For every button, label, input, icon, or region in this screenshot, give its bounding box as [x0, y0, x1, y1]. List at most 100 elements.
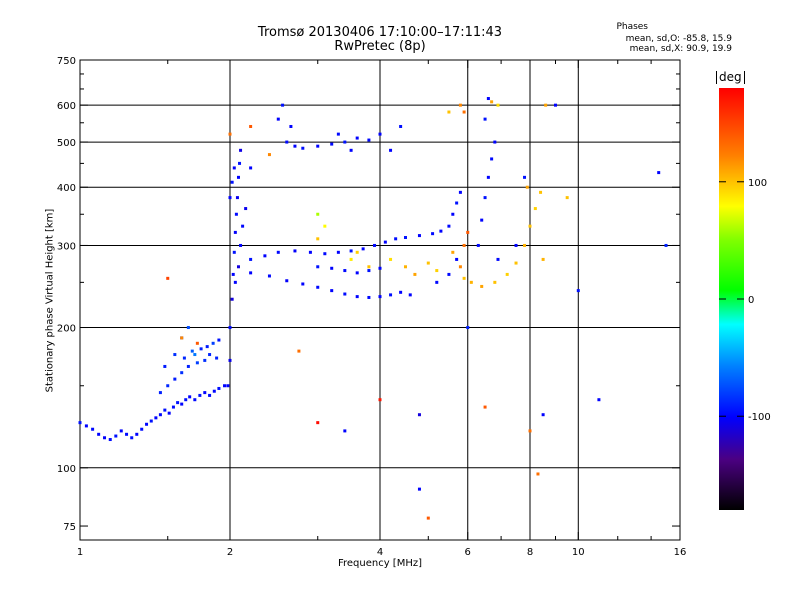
data-point	[316, 212, 320, 216]
data-point	[431, 232, 435, 236]
y-tick-label: 600	[57, 101, 76, 112]
y-tick-label: 750	[57, 56, 76, 67]
data-point	[301, 282, 305, 286]
data-point	[228, 326, 232, 330]
data-point	[367, 265, 371, 269]
data-point	[462, 243, 466, 247]
data-point	[316, 285, 320, 289]
data-point	[466, 326, 470, 330]
data-point	[285, 140, 289, 144]
stats-heading: Phases	[616, 22, 648, 32]
data-point	[323, 252, 327, 256]
data-point	[239, 148, 243, 152]
data-point	[523, 243, 527, 247]
data-point	[541, 257, 545, 261]
data-point	[486, 175, 490, 179]
data-point	[316, 237, 320, 241]
data-point	[193, 398, 197, 402]
data-point	[249, 271, 253, 275]
data-point	[308, 250, 312, 254]
data-point	[267, 274, 271, 278]
data-point	[389, 293, 393, 297]
data-point	[408, 293, 412, 297]
data-point	[198, 393, 202, 397]
data-point	[378, 132, 382, 136]
data-point	[458, 190, 462, 194]
data-point	[483, 196, 487, 200]
data-point	[78, 421, 82, 425]
data-point	[458, 103, 462, 107]
data-point	[490, 100, 494, 104]
data-point	[293, 249, 297, 253]
data-point	[301, 146, 305, 150]
data-point	[343, 292, 347, 296]
data-point	[163, 408, 167, 412]
data-point	[476, 243, 480, 247]
data-point	[249, 257, 253, 261]
data-point	[343, 429, 347, 433]
data-point	[234, 212, 238, 216]
data-point	[145, 422, 149, 426]
y-tick-label: 100	[57, 464, 76, 475]
data-point	[232, 166, 236, 170]
data-point	[528, 429, 532, 433]
colorbar-unit: deg	[716, 71, 745, 84]
data-point	[447, 110, 451, 114]
data-point	[447, 272, 451, 276]
colorbar-tick-label: 100	[748, 178, 767, 189]
x-tick-label: 10	[572, 547, 585, 558]
data-point	[451, 250, 455, 254]
data-point	[180, 336, 184, 340]
data-point	[233, 280, 237, 284]
data-point	[355, 136, 359, 140]
data-point	[212, 389, 216, 393]
data-point	[158, 391, 162, 395]
x-tick-label: 6	[465, 547, 471, 558]
data-point	[249, 124, 253, 128]
x-tick-label: 4	[377, 547, 383, 558]
y-tick-label: 300	[57, 241, 76, 252]
chart-title: Tromsø 20130406 17:10:00–17:11:43	[257, 25, 503, 40]
data-point	[505, 272, 509, 276]
data-point	[238, 161, 242, 165]
data-point	[413, 272, 417, 276]
data-point	[316, 265, 320, 269]
data-point	[231, 272, 235, 276]
data-point	[399, 124, 403, 128]
data-point	[417, 413, 421, 417]
data-point	[276, 250, 280, 254]
data-point	[525, 185, 529, 189]
data-point	[149, 419, 153, 423]
data-point	[367, 269, 371, 273]
data-point	[188, 395, 192, 399]
chart-subtitle: RwPretec (8p)	[334, 39, 426, 54]
data-point	[232, 250, 236, 254]
y-tick-label: 200	[57, 324, 76, 335]
data-point	[361, 247, 365, 251]
data-point	[205, 345, 209, 349]
data-point	[166, 276, 170, 280]
x-tick-label: 16	[674, 547, 687, 558]
colorbar-tick-label: -100	[748, 412, 771, 423]
data-point	[316, 421, 320, 425]
data-point	[208, 393, 212, 397]
data-point	[267, 153, 271, 157]
data-point	[182, 356, 186, 360]
data-point	[496, 257, 500, 261]
data-point	[249, 166, 253, 170]
data-point	[462, 110, 466, 114]
data-point	[244, 207, 248, 211]
data-point	[597, 398, 601, 402]
data-point	[553, 103, 557, 107]
data-point	[533, 207, 537, 211]
data-point	[455, 257, 459, 261]
data-point	[125, 432, 129, 436]
data-point	[158, 413, 162, 417]
colorbar-svg: 100 0 -100	[719, 88, 771, 510]
data-point	[186, 364, 190, 368]
data-point	[462, 276, 466, 280]
data-point	[373, 243, 377, 247]
data-point	[211, 341, 215, 345]
data-point	[230, 180, 234, 184]
stats-line-x: mean, sd,X: 90.9, 19.9	[629, 44, 732, 54]
